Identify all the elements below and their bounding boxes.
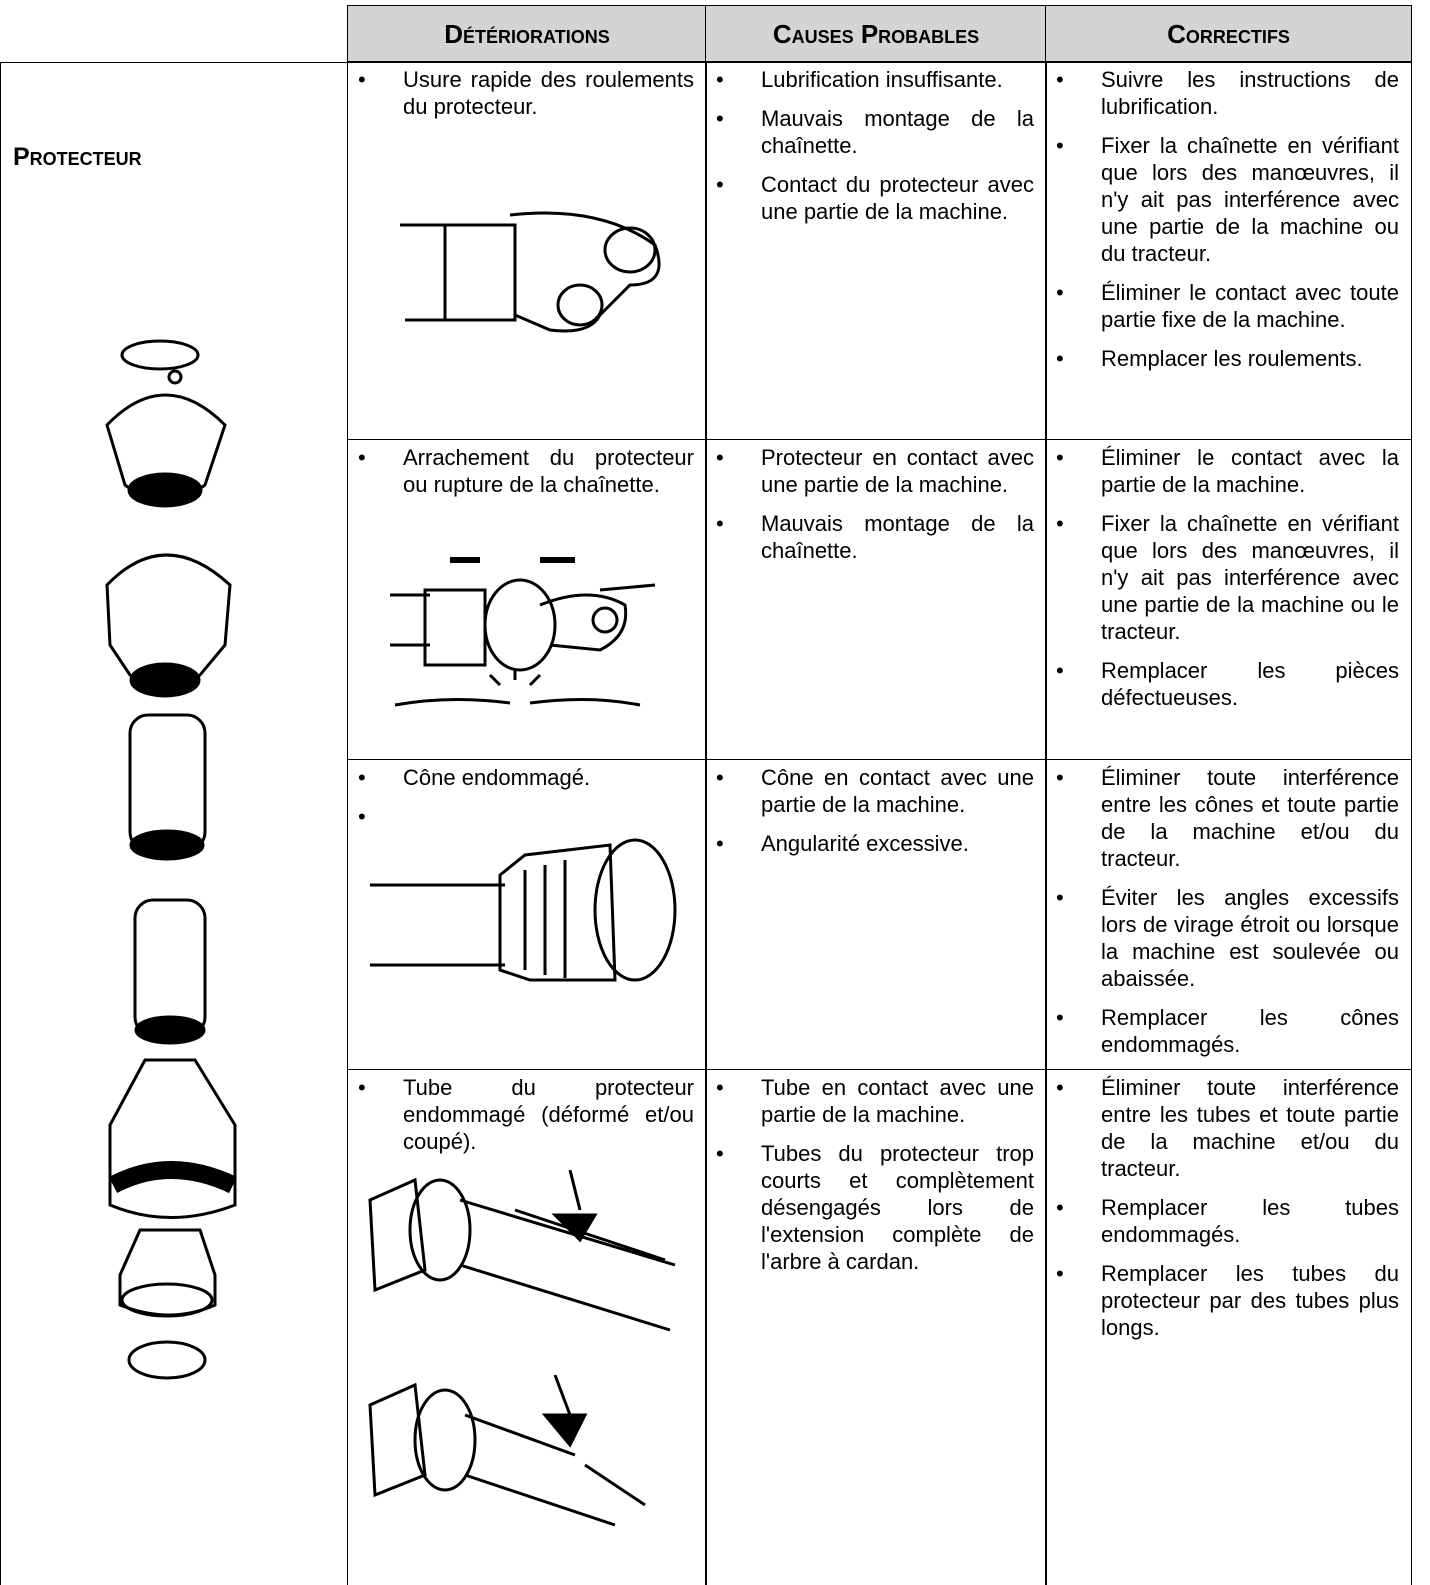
fixes-list: Éliminer toute interférence entre les cô…	[1046, 760, 1411, 1058]
section-title: Protecteur	[13, 143, 142, 171]
cause-item: Protecteur en contact avec une partie de…	[706, 444, 1034, 498]
fixe-item: Éliminer le contact avec toute partie fi…	[1046, 279, 1399, 333]
column-header: Causes Probables	[705, 5, 1047, 63]
damag-item: Cône endommagé.	[348, 764, 694, 791]
fixes-cell: Suivre les instructions de lubrification…	[1045, 61, 1412, 440]
causes-cell: Cône en contact avec une partie de la ma…	[705, 759, 1047, 1070]
causes-list: Protecteur en contact avec une partie de…	[706, 440, 1046, 564]
causes-cell: Protecteur en contact avec une partie de…	[705, 439, 1047, 760]
damag-item: Usure rapide des roulements du protecteu…	[348, 66, 694, 120]
damag-item: Arrachement du protecteur ou rupture de …	[348, 444, 694, 498]
cone-illustration	[370, 838, 677, 982]
damage-list: Usure rapide des roulements du protecteu…	[348, 62, 706, 120]
cause-item: Mauvais montage de la chaînette.	[706, 105, 1034, 159]
causes-list: Lubrification insuffisante. Mauvais monta…	[706, 62, 1046, 225]
fixe-item: Remplacer les cônes endommagés.	[1046, 1004, 1399, 1058]
tube-illustration	[368, 1170, 676, 1332]
fixes-cell: Éliminer le contact avec la partie de la…	[1045, 439, 1412, 760]
fixe-item: Remplacer les roulements.	[1046, 345, 1399, 372]
fixe-item: Éliminer toute interférence entre les tu…	[1046, 1074, 1399, 1182]
damage-cell: Cône endommagé.	[347, 759, 707, 1070]
cause-item: Cône en contact avec une partie de la ma…	[706, 764, 1034, 818]
cause-item: Angularité excessive.	[706, 830, 1034, 857]
cause-item: Tubes du protecteur trop courts et compl…	[706, 1140, 1034, 1275]
column-header: Détériorations	[347, 5, 707, 63]
chain-illustration	[390, 557, 656, 707]
fixe-item: Remplacer les pièces défectueuses.	[1046, 657, 1399, 711]
fixe-item: Suivre les instructions de lubrification…	[1046, 66, 1399, 120]
causes-list: Cône en contact avec une partie de la ma…	[706, 760, 1046, 857]
fixe-item: Éliminer toute interférence entre les cô…	[1046, 764, 1399, 872]
fixe-item: Éliminer le contact avec la partie de la…	[1046, 444, 1399, 498]
yoke-illustration	[400, 211, 661, 333]
fixe-item: Fixer la chaînette en vérifiant que lors…	[1046, 510, 1399, 645]
fixes-cell: Éliminer toute interférence entre les cô…	[1045, 759, 1412, 1070]
fixe-item: Fixer la chaînette en vérifiant que lors…	[1046, 132, 1399, 267]
fixes-cell: Éliminer toute interférence entre les tu…	[1045, 1069, 1412, 1585]
damage-list: Arrachement du protecteur ou rupture de …	[348, 440, 706, 498]
fixes-list: Éliminer le contact avec la partie de la…	[1046, 440, 1411, 711]
cut-tube-illustration	[368, 1375, 646, 1527]
column-header: Correctifs	[1045, 5, 1412, 63]
fixe-item: Remplacer les tubes endommagés.	[1046, 1194, 1399, 1248]
cause-item: Lubrification insuffisante.	[706, 66, 1034, 93]
damage-cell: Arrachement du protecteur ou rupture de …	[347, 439, 707, 760]
fixes-list: Éliminer toute interférence entre les tu…	[1046, 1070, 1411, 1341]
damag-item: Tube du protecteur endommagé (déformé et…	[348, 1074, 694, 1155]
cause-item: Contact du protecteur avec une partie de…	[706, 171, 1034, 225]
fixes-list: Suivre les instructions de lubrification…	[1046, 62, 1411, 372]
fixe-item: Remplacer les tubes du protecteur par de…	[1046, 1260, 1399, 1341]
damage-cell: Tube du protecteur endommagé (déformé et…	[347, 1069, 707, 1585]
damage-list: Tube du protecteur endommagé (déformé et…	[348, 1070, 706, 1155]
causes-list: Tube en contact avec une partie de la ma…	[706, 1070, 1046, 1275]
cause-item: Tube en contact avec une partie de la ma…	[706, 1074, 1034, 1128]
cause-item: Mauvais montage de la chaînette.	[706, 510, 1034, 564]
damage-list: Cône endommagé.	[348, 760, 706, 830]
causes-cell: Tube en contact avec une partie de la ma…	[705, 1069, 1047, 1585]
fixe-item: Éviter les angles excessifs lors de vira…	[1046, 884, 1399, 992]
causes-cell: Lubrification insuffisante. Mauvais monta…	[705, 61, 1047, 440]
exploded-guard-illustration	[105, 339, 237, 1380]
